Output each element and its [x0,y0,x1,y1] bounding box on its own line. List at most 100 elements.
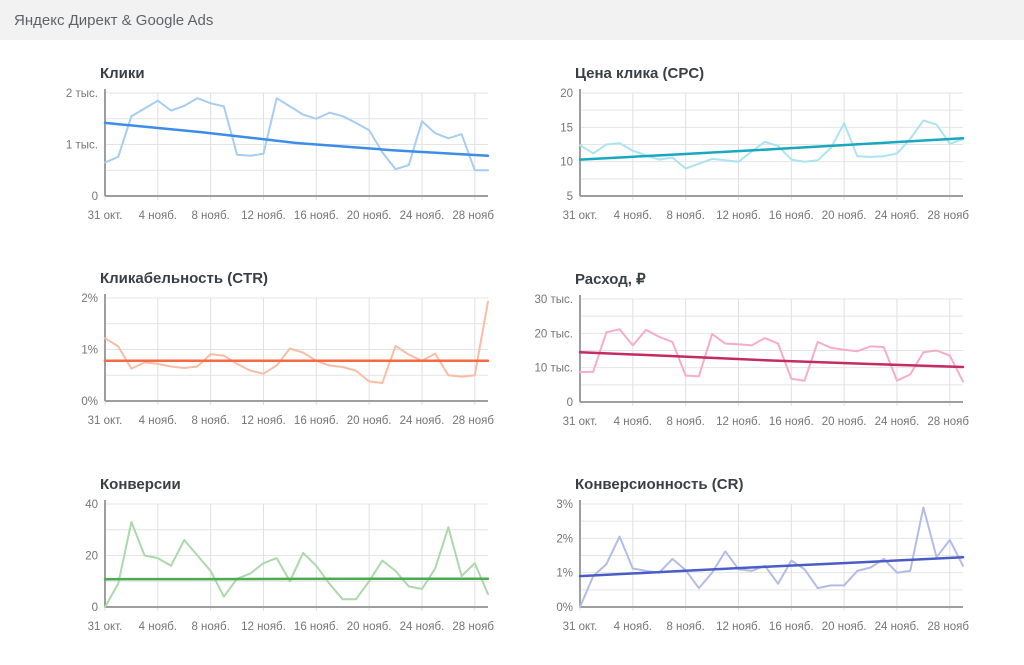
y-axis-labels: 0 20 40 [85,499,98,614]
y-tick-label: 1% [556,568,573,580]
plot-axes [104,294,488,402]
x-tick-label: 12 нояб. [716,621,761,633]
trend-series-line [103,121,490,158]
x-gridlines [104,93,476,200]
y-tick-label: 1% [81,345,98,357]
trend-series-line [103,577,490,581]
chart-card-ctr: Кликабельность (CTR) 0% 1% 2% 31 окт. 4 нояб.… [60,270,495,432]
y-tick-label: 3% [556,499,573,511]
page-title: Яндекс Директ & Google Ads [14,11,214,29]
x-tick-label: 28 нояб. [452,210,495,222]
x-tick-label: 8 нояб. [666,416,704,428]
plot-axes [104,500,488,608]
daily-series-line [104,521,489,608]
y-tick-label: 0% [556,602,573,614]
x-tick-label: 16 нояб. [769,621,814,633]
x-tick-label: 12 нояб. [716,416,761,428]
x-tick-label: 24 нояб. [875,621,920,633]
x-tick-label: 8 нояб. [191,415,229,427]
x-tick-label: 28 нояб. [927,416,970,428]
x-tick-label: 16 нояб. [294,415,339,427]
x-tick-label: 12 нояб. [241,415,286,427]
y-tick-label: 2% [556,533,573,545]
chart-title-ctr: Кликабельность (CTR) [100,270,269,287]
x-gridlines [579,93,951,200]
y-tick-label: 0 [92,191,98,203]
x-tick-label: 24 нояб. [400,415,445,427]
chart-card-cost: Расход, ₽ 0 10 тыс. 20 тыс. 30 тыс. 31 окт. 4 … [535,270,970,432]
y-tick-label: 0 [92,602,98,614]
x-tick-label: 4 нояб. [139,621,177,633]
plot-axes [579,295,963,403]
chart-clicks-plot: 0 1 тыс. 2 тыс. 31 окт. 4 нояб. 8 нояб. 12 ноя… [66,88,495,222]
chart-cr-plot: 0% 1% 2% 3% 31 окт. 4 нояб. 8 нояб. 12 нояб. 16 … [556,499,970,633]
x-axis-labels: 31 окт. 4 нояб. 8 нояб. 12 нояб. 16 нояб. 20 … [88,415,495,427]
chart-title-clicks: Клики [100,65,145,82]
y-tick-label: 2 тыс. [66,88,98,100]
y-tick-label: 1 тыс. [66,140,98,152]
trend-series-line [578,137,965,161]
y-tick-label: 30 тыс. [535,294,573,306]
chart-card-clicks: Клики 0 1 тыс. 2 тыс. 31 окт. 4 нояб. 8 нояб. 1… [60,65,495,226]
y-tick-label: 2% [81,293,98,305]
chart-ctr-plot: 0% 1% 2% 31 окт. 4 нояб. 8 нояб. 12 нояб. 16 но… [81,293,495,427]
chart-card-cpc: Цена клика (CPC) 5 10 15 20 31 окт. 4 нояб. 8 н… [535,65,970,226]
x-gridlines [104,504,476,611]
chart-card-conversions: Конверсии 0 20 40 31 окт. 4 нояб. 8 нояб. 12 но… [60,476,495,637]
x-tick-label: 31 окт. [563,416,598,428]
y-tick-label: 20 тыс. [535,328,573,340]
x-tick-label: 16 нояб. [769,416,814,428]
daily-series-line [579,328,964,383]
y-tick-label: 20 [560,88,573,100]
x-axis-labels: 31 окт. 4 нояб. 8 нояб. 12 нояб. 16 нояб. 20 … [563,621,970,633]
y-tick-label: 10 тыс. [535,363,573,375]
y-axis-labels: 5 10 15 20 [560,88,573,203]
x-tick-label: 12 нояб. [241,210,286,222]
chart-title-cpc: Цена клика (CPC) [575,65,705,82]
x-tick-label: 24 нояб. [875,210,920,222]
y-tick-label: 40 [85,499,98,511]
x-tick-label: 4 нояб. [139,415,177,427]
x-tick-label: 16 нояб. [294,621,339,633]
daily-series-line [579,506,964,608]
x-tick-label: 4 нояб. [614,210,652,222]
y-gridlines [580,298,963,403]
trend-series-line [578,555,965,578]
y-tick-label: 0% [81,396,98,408]
x-tick-label: 8 нояб. [666,210,704,222]
y-tick-label: 10 [560,157,573,169]
y-tick-label: 20 [85,551,98,563]
charts-grid: Клики 0 1 тыс. 2 тыс. 31 окт. 4 нояб. 8 нояб. 1… [0,40,1024,637]
x-tick-label: 4 нояб. [139,210,177,222]
x-tick-label: 31 окт. [88,621,123,633]
y-axis-labels: 0% 1% 2% [81,293,98,408]
dashboard-header: Яндекс Директ & Google Ads [0,0,1024,40]
x-tick-label: 8 нояб. [666,621,704,633]
x-tick-label: 20 нояб. [347,415,392,427]
x-tick-label: 4 нояб. [614,621,652,633]
x-tick-label: 20 нояб. [347,621,392,633]
x-tick-label: 31 окт. [563,621,598,633]
x-tick-label: 8 нояб. [191,621,229,633]
x-tick-label: 20 нояб. [822,416,867,428]
chart-title-conversions: Конверсии [100,476,181,493]
y-gridlines [580,503,963,608]
chart-conversions-plot: 0 20 40 31 окт. 4 нояб. 8 нояб. 12 нояб. 16 ноя… [85,499,495,633]
x-tick-label: 12 нояб. [716,210,761,222]
x-tick-label: 28 нояб. [452,415,495,427]
chart-card-cr: Конверсионность (CR) 0% 1% 2% 3% 31 окт. 4 ноя… [535,476,970,637]
x-tick-label: 31 окт. [88,415,123,427]
x-tick-label: 16 нояб. [769,210,814,222]
y-axis-labels: 0% 1% 2% 3% [556,499,573,614]
x-tick-label: 31 окт. [563,210,598,222]
y-tick-label: 0 [567,397,573,409]
plot-axes [104,89,488,197]
x-tick-label: 28 нояб. [927,621,970,633]
x-tick-label: 20 нояб. [822,210,867,222]
x-tick-label: 8 нояб. [191,210,229,222]
y-gridlines [105,92,488,197]
chart-title-cost: Расход, ₽ [575,271,646,288]
chart-cpc-plot: 5 10 15 20 31 окт. 4 нояб. 8 нояб. 12 нояб. 16 н… [560,88,970,222]
y-tick-label: 15 [560,122,573,134]
y-axis-labels: 0 10 тыс. 20 тыс. 30 тыс. [535,294,573,409]
